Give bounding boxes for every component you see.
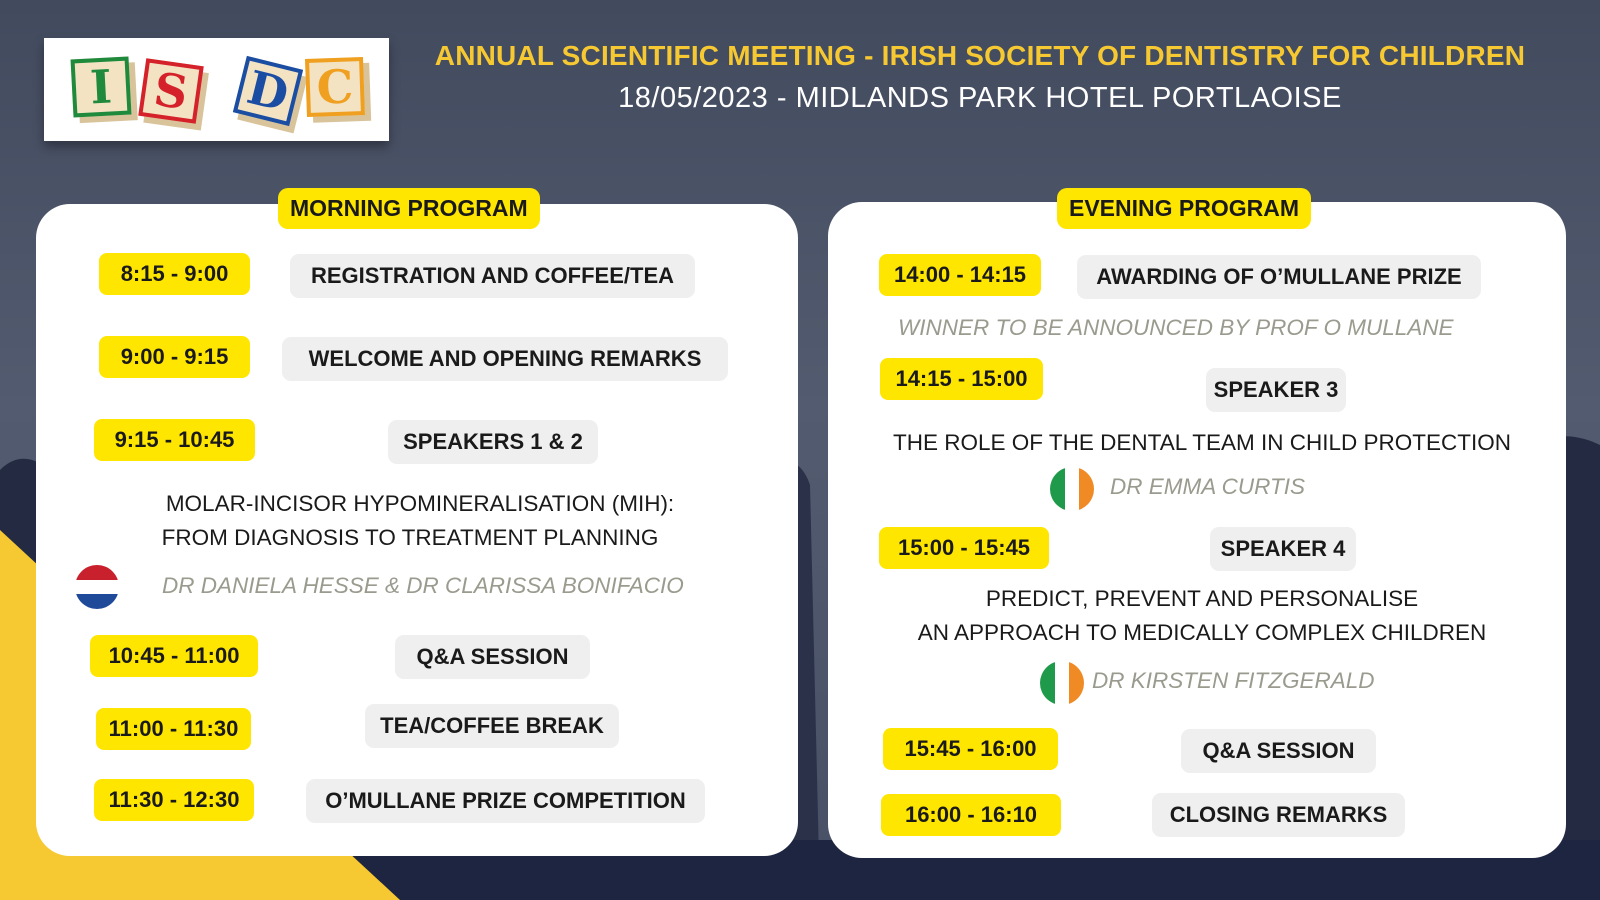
morning-item-3: SPEAKERS 1 & 2 [388, 420, 598, 464]
morning-item-6: O’MULLANE PRIZE COMPETITION [306, 779, 705, 823]
morning-item-2: WELCOME AND OPENING REMARKS [282, 337, 728, 381]
evening-item-1: AWARDING OF O’MULLANE PRIZE [1077, 255, 1481, 299]
evening-time-5: 16:00 - 16:10 [881, 794, 1061, 836]
morning-time-3: 9:15 - 10:45 [94, 419, 255, 461]
logo-block-i: I [70, 56, 132, 118]
evening-heading: EVENING PROGRAM [1057, 188, 1312, 229]
morning-time-4: 10:45 - 11:00 [90, 635, 258, 677]
morning-time-1: 8:15 - 9:00 [99, 253, 250, 295]
morning-heading: MORNING PROGRAM [278, 188, 540, 229]
morning-item-1: REGISTRATION AND COFFEE/TEA [290, 254, 695, 298]
prize-note: WINNER TO BE ANNOUNCED BY PROF O MULLANE [898, 315, 1454, 340]
ireland-flag-icon [1050, 467, 1094, 511]
morning-speakers: DR DANIELA HESSE & DR CLARISSA BONIFACIO [162, 573, 684, 598]
evening-time-2: 14:15 - 15:00 [880, 358, 1043, 400]
evening-time-3: 15:00 - 15:45 [879, 527, 1049, 569]
ireland-flag-icon [1040, 661, 1084, 705]
evening-time-1: 14:00 - 14:15 [879, 254, 1041, 296]
morning-item-4: Q&A SESSION [395, 635, 590, 679]
speaker-4-name: DR KIRSTEN FITZGERALD [1092, 668, 1375, 693]
logo-block-d: D [232, 55, 304, 127]
evening-item-4: Q&A SESSION [1181, 729, 1376, 773]
morning-time-6: 11:30 - 12:30 [94, 779, 254, 821]
morning-talk-title-1: MOLAR-INCISOR HYPOMINERALISATION (MIH): [165, 491, 675, 516]
morning-talk-title-2: FROM DIAGNOSIS TO TREATMENT PLANNING [161, 525, 659, 550]
evening-talk-3: THE ROLE OF THE DENTAL TEAM IN CHILD PRO… [893, 430, 1511, 455]
morning-time-5: 11:00 - 11:30 [96, 708, 251, 750]
page-title: ANNUAL SCIENTIFIC MEETING - IRISH SOCIET… [434, 40, 1526, 71]
logo-block-s: S [138, 58, 204, 124]
morning-time-2: 9:00 - 9:15 [99, 336, 250, 378]
evening-time-4: 15:45 - 16:00 [883, 728, 1058, 770]
evening-item-5: CLOSING REMARKS [1152, 793, 1405, 837]
evening-talk-4-title-2: AN APPROACH TO MEDICALLY COMPLEX CHILDRE… [917, 620, 1487, 645]
evening-item-2: SPEAKER 3 [1206, 368, 1346, 412]
speaker-3-name: DR EMMA CURTIS [1110, 474, 1306, 499]
netherlands-flag-icon [75, 565, 119, 609]
evening-item-3: SPEAKER 4 [1210, 527, 1356, 571]
evening-talk-4-title-1: PREDICT, PREVENT AND PERSONALISE [985, 586, 1419, 611]
morning-item-5: TEA/COFFEE BREAK [365, 704, 619, 748]
page-subtitle: 18/05/2023 - MIDLANDS PARK HOTEL PORTLAO… [618, 82, 1342, 114]
logo-block-c: C [305, 57, 365, 117]
isdc-logo: I S D C [44, 38, 389, 141]
